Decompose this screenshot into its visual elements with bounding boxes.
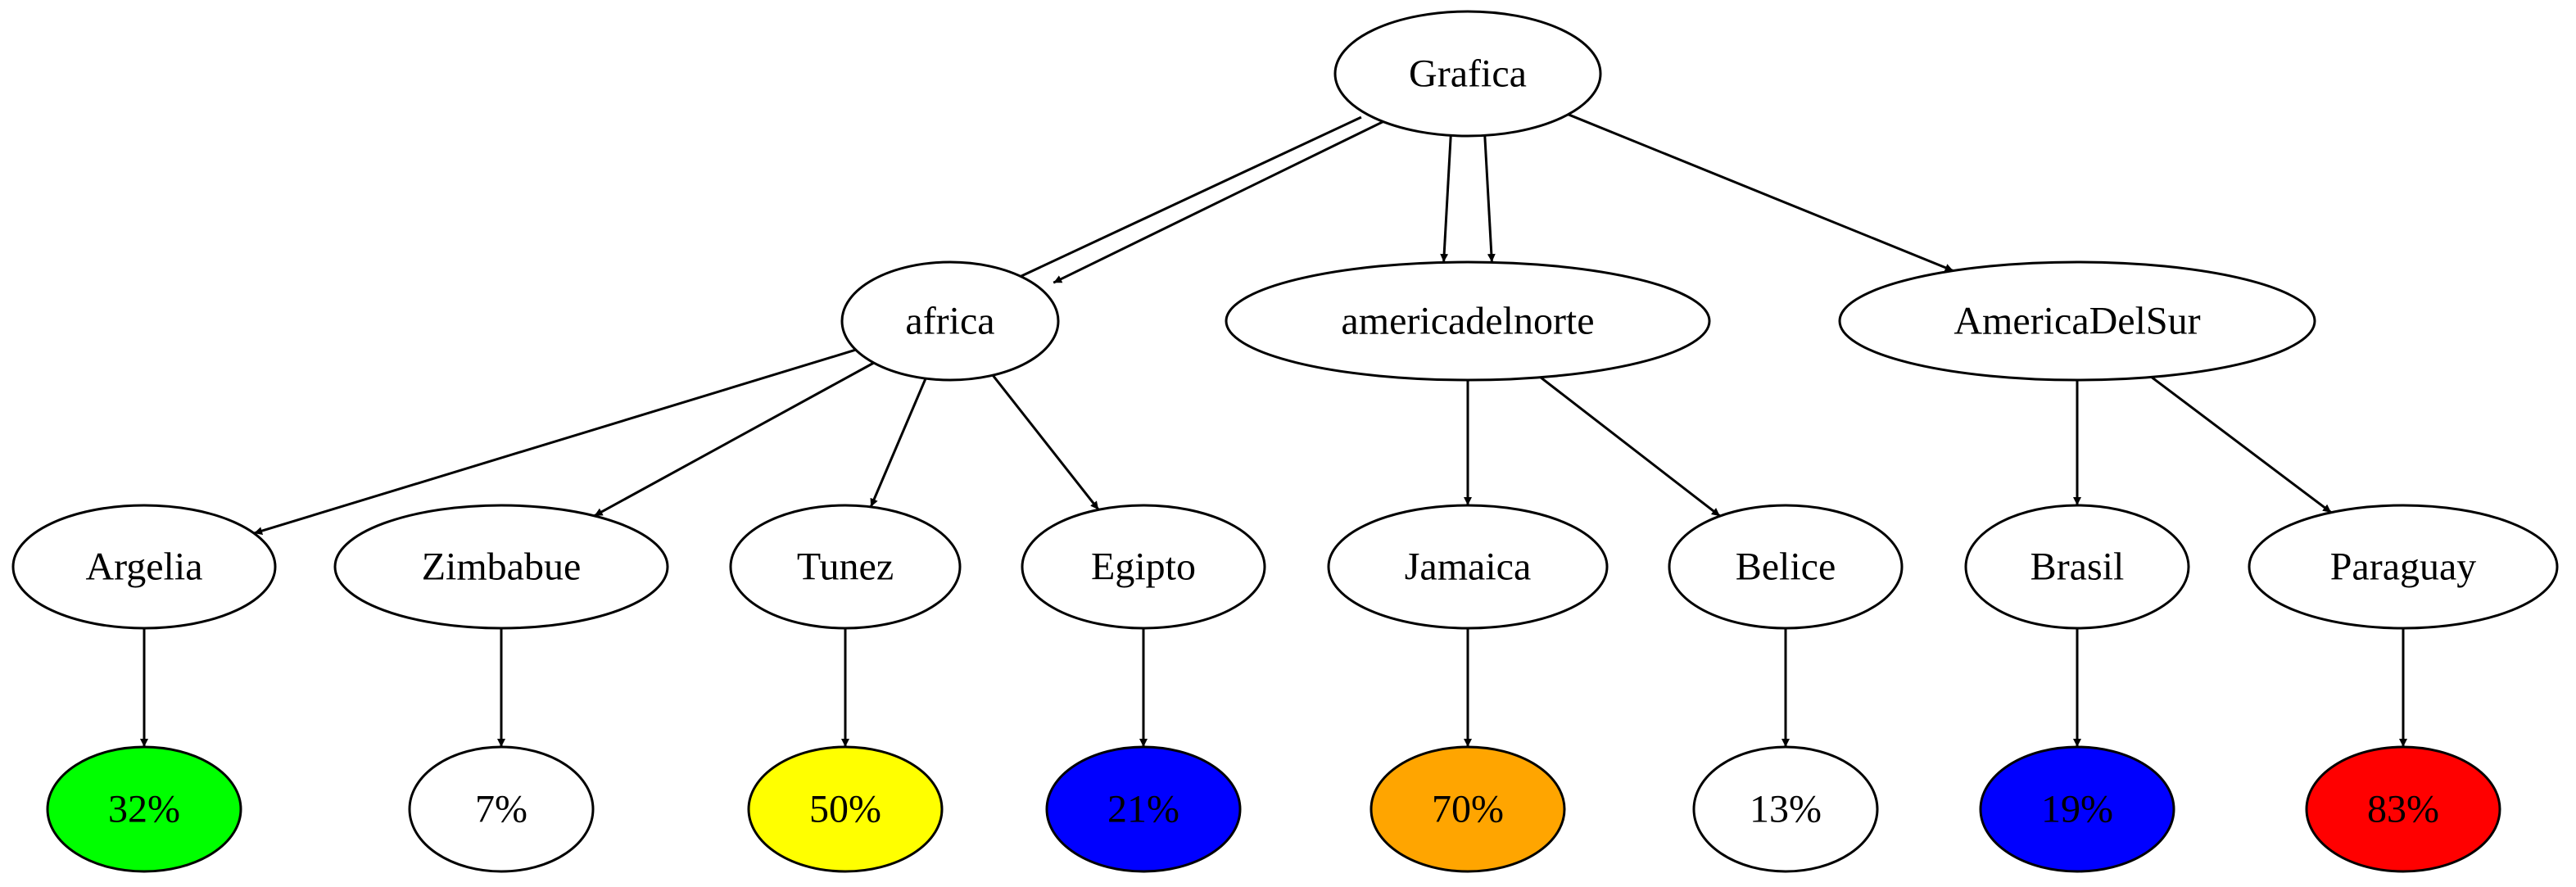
node-shape-americadelsur	[1838, 260, 2316, 382]
node-tunez-value: 50%	[747, 745, 944, 873]
percent-label-paraguay: 83%	[2367, 788, 2439, 831]
node-egipto-value: 21%	[1045, 745, 1242, 873]
edge-africa-to-egipto	[991, 374, 1100, 511]
node-shape-egipto-value	[1045, 745, 1242, 873]
node-shape-brasil-value	[1979, 745, 2175, 873]
nodes-layer: Grafica africa americadelnorte AmericaDelSu…	[11, 10, 2559, 873]
edge-grafica-to-americadelnorte-1	[1440, 135, 1452, 263]
percent-label-belice: 13%	[1750, 788, 1822, 831]
node-paraguay: Paraguay	[2248, 504, 2559, 630]
node-label-grafica: Grafica	[1409, 52, 1527, 96]
node-jamaica-value: 70%	[1369, 745, 1566, 873]
edge-grafica-to-americadelsur	[1567, 113, 1954, 272]
node-shape-argelia-value	[46, 745, 242, 873]
node-label-jamaica: Jamaica	[1405, 545, 1532, 589]
node-zimbabue-value: 7%	[408, 745, 595, 873]
percent-label-zimbabue: 7%	[475, 788, 527, 831]
node-americadelnorte: americadelnorte	[1225, 260, 1711, 382]
node-label-americadelnorte: americadelnorte	[1341, 300, 1594, 343]
node-shape-argelia	[11, 504, 277, 630]
edge-africa-to-zimbabue	[593, 361, 875, 518]
node-shape-brasil	[1964, 504, 2190, 630]
node-shape-zimbabue	[333, 504, 669, 630]
node-belice-value: 13%	[1692, 745, 1879, 873]
node-shape-tunez-value	[747, 745, 944, 873]
edge-grafica-to-africa-1	[1008, 115, 1362, 283]
node-jamaica: Jamaica	[1327, 504, 1609, 630]
percent-label-egipto: 21%	[1107, 788, 1179, 831]
node-shape-belice-value	[1692, 745, 1879, 873]
node-shape-tunez	[729, 504, 962, 630]
node-label-zimbabue: Zimbabue	[422, 545, 582, 589]
node-brasil-value: 19%	[1979, 745, 2175, 873]
node-shape-jamaica	[1327, 504, 1609, 630]
node-shape-zimbabue-value	[408, 745, 595, 873]
node-label-africa: africa	[905, 300, 994, 343]
node-shape-americadelnorte	[1225, 260, 1711, 382]
node-label-argelia: Argelia	[85, 545, 202, 589]
node-label-brasil: Brasil	[2030, 545, 2125, 589]
node-africa: africa	[840, 260, 1060, 382]
node-tunez: Tunez	[729, 504, 962, 630]
node-americadelsur: AmericaDelSur	[1838, 260, 2316, 382]
edge-africa-to-argelia	[253, 348, 857, 535]
edge-africa-to-tunez	[869, 378, 927, 508]
node-paraguay-value: 83%	[2305, 745, 2501, 873]
edge-americadelnorte-to-belice	[1539, 376, 1721, 518]
percent-label-tunez: 50%	[809, 788, 881, 831]
percent-label-argelia: 32%	[108, 788, 180, 831]
node-shape-paraguay	[2248, 504, 2559, 630]
node-shape-paraguay-value	[2305, 745, 2501, 873]
node-label-tunez: Tunez	[797, 545, 894, 589]
node-brasil: Brasil	[1964, 504, 2190, 630]
node-label-americadelsur: AmericaDelSur	[1954, 300, 2200, 343]
node-label-paraguay: Paraguay	[2330, 545, 2477, 589]
edge-americadelsur-to-paraguay	[2150, 376, 2333, 514]
node-shape-jamaica-value	[1369, 745, 1566, 873]
node-egipto: Egipto	[1021, 504, 1266, 630]
node-shape-egipto	[1021, 504, 1266, 630]
node-shape-belice	[1668, 504, 1904, 630]
edges-layer	[140, 113, 2407, 747]
node-zimbabue: Zimbabue	[333, 504, 669, 630]
node-label-egipto: Egipto	[1091, 545, 1196, 589]
node-label-belice: Belice	[1736, 545, 1836, 589]
edge-grafica-to-africa-2	[1053, 117, 1389, 284]
node-belice: Belice	[1668, 504, 1904, 630]
edge-grafica-to-americadelnorte-2	[1483, 135, 1496, 263]
node-shape-grafica	[1333, 10, 1602, 138]
node-argelia-value: 32%	[46, 745, 242, 873]
node-shape-africa	[840, 260, 1060, 382]
node-argelia: Argelia	[11, 504, 277, 630]
percent-label-brasil: 19%	[2041, 788, 2113, 831]
node-grafica: Grafica	[1333, 10, 1602, 138]
percent-label-jamaica: 70%	[1432, 788, 1504, 831]
